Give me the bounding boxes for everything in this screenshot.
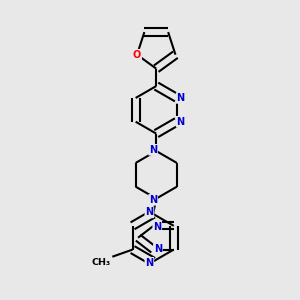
Text: O: O	[133, 50, 141, 60]
Text: N: N	[153, 222, 161, 232]
Text: CH₃: CH₃	[92, 258, 111, 267]
Text: N: N	[176, 117, 185, 127]
Text: N: N	[145, 258, 153, 268]
Text: N: N	[149, 145, 157, 155]
Text: N: N	[149, 195, 157, 205]
Text: N: N	[176, 93, 185, 103]
Text: N: N	[145, 207, 153, 218]
Text: N: N	[154, 244, 162, 254]
